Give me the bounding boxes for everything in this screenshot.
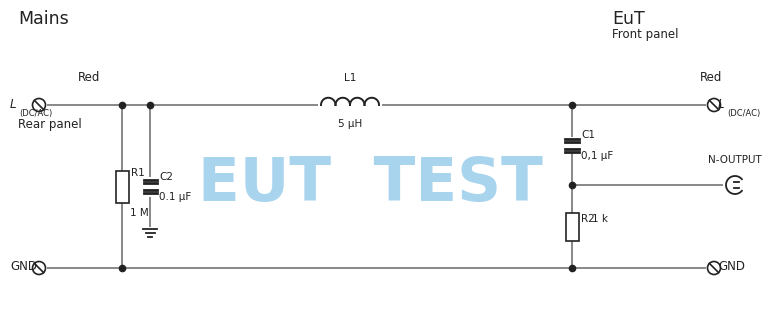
- Text: (DC/AC): (DC/AC): [19, 109, 52, 118]
- Text: L: L: [718, 98, 724, 110]
- Text: 1 k: 1 k: [592, 213, 608, 223]
- Text: 0,1 μF: 0,1 μF: [581, 151, 613, 161]
- Text: N-OUTPUT: N-OUTPUT: [708, 155, 762, 165]
- Text: Mains: Mains: [18, 10, 69, 28]
- Text: L: L: [10, 98, 17, 110]
- Text: 5 μH: 5 μH: [338, 119, 362, 129]
- Text: Front panel: Front panel: [612, 28, 678, 41]
- Text: 1 M: 1 M: [130, 208, 149, 218]
- Text: Red: Red: [78, 71, 100, 84]
- Text: C1: C1: [581, 130, 595, 140]
- Text: GND: GND: [10, 260, 37, 274]
- Text: C2: C2: [159, 172, 173, 182]
- Bar: [565, 213, 578, 240]
- Text: Red: Red: [700, 71, 723, 84]
- Text: R1: R1: [131, 167, 144, 177]
- Text: L1: L1: [344, 73, 356, 83]
- Text: 0.1 μF: 0.1 μF: [159, 192, 191, 203]
- Text: EUT  TEST: EUT TEST: [198, 156, 542, 214]
- Text: (DC/AC): (DC/AC): [727, 109, 760, 118]
- Text: GND: GND: [718, 260, 745, 274]
- Text: EuT: EuT: [612, 10, 645, 28]
- Text: Rear panel: Rear panel: [18, 118, 82, 131]
- Text: R2: R2: [581, 213, 594, 223]
- Bar: [115, 171, 128, 203]
